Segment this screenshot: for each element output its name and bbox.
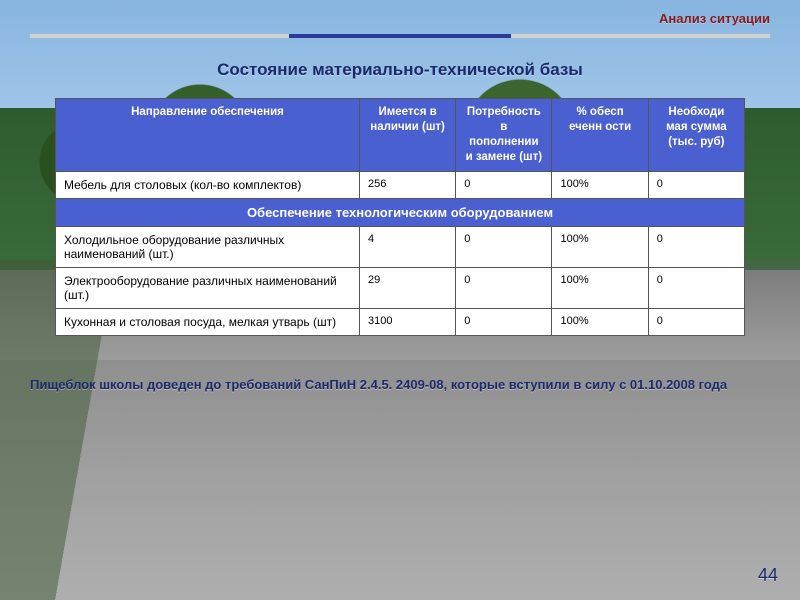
materials-table: Направление обеспечения Имеется в наличи… — [55, 98, 745, 336]
cell-value: 256 — [359, 171, 455, 198]
col-header: Необходи мая сумма (тыс. руб) — [648, 99, 744, 172]
col-header: Направление обеспечения — [56, 99, 360, 172]
cell-label: Холодильное оборудование различных наиме… — [56, 226, 360, 267]
cell-value: 0 — [456, 308, 552, 335]
cell-value: 29 — [359, 267, 455, 308]
cell-label: Кухонная и столовая посуда, мелкая утвар… — [56, 308, 360, 335]
cell-value: 100% — [552, 267, 648, 308]
page-title: Состояние материально-технической базы — [30, 60, 770, 80]
col-header: Имеется в наличии (шт) — [359, 99, 455, 172]
section-tag: Анализ ситуации — [659, 11, 770, 26]
cell-value: 0 — [456, 171, 552, 198]
cell-label: Электрооборудование различных наименован… — [56, 267, 360, 308]
table-row: Холодильное оборудование различных наиме… — [56, 226, 745, 267]
horizontal-rule — [30, 34, 770, 38]
cell-value: 4 — [359, 226, 455, 267]
cell-value: 0 — [456, 267, 552, 308]
cell-value: 0 — [648, 308, 744, 335]
table-row: Кухонная и столовая посуда, мелкая утвар… — [56, 308, 745, 335]
cell-value: 0 — [648, 226, 744, 267]
table-header-row: Направление обеспечения Имеется в наличи… — [56, 99, 745, 172]
cell-label: Мебель для столовых (кол-во комплектов) — [56, 171, 360, 198]
cell-value: 100% — [552, 226, 648, 267]
cell-value: 0 — [648, 171, 744, 198]
table-row: Электрооборудование различных наименован… — [56, 267, 745, 308]
cell-value: 100% — [552, 171, 648, 198]
table-row: Мебель для столовых (кол-во комплектов) … — [56, 171, 745, 198]
top-bar: Анализ ситуации — [30, 10, 770, 28]
col-header: % обесп еченн ости — [552, 99, 648, 172]
footnote-text: Пищеблок школы доведен до требований Сан… — [30, 376, 770, 394]
cell-value: 3100 — [359, 308, 455, 335]
col-header: Потребность в пополнении и замене (шт) — [456, 99, 552, 172]
cell-value: 0 — [648, 267, 744, 308]
slide-content: Анализ ситуации Состояние материально-те… — [0, 0, 800, 600]
section-label: Обеспечение технологическим оборудование… — [56, 198, 745, 226]
page-number: 44 — [758, 565, 778, 586]
cell-value: 100% — [552, 308, 648, 335]
table-body: Мебель для столовых (кол-во комплектов) … — [56, 171, 745, 335]
table-section-row: Обеспечение технологическим оборудование… — [56, 198, 745, 226]
cell-value: 0 — [456, 226, 552, 267]
